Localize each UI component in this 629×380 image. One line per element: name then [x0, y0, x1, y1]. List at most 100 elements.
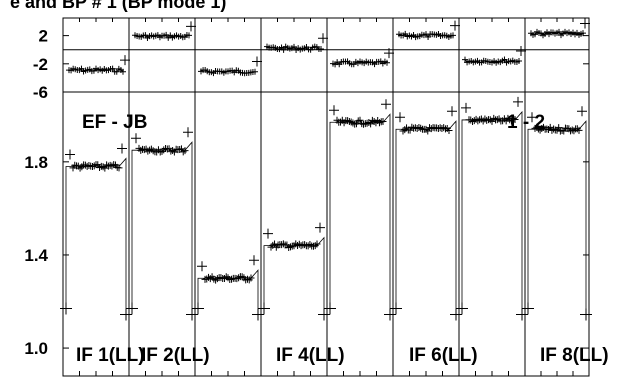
y-tick-label: 1.8: [24, 153, 48, 172]
series-line: [464, 58, 520, 64]
bottom-series-4: [258, 222, 330, 321]
data-point: [450, 20, 460, 31]
data-point: [60, 302, 72, 315]
data-point: [65, 149, 75, 160]
chart-title: e and BP # 1 (BP mode 1): [10, 0, 226, 12]
y-tick-label: 1.4: [24, 246, 48, 265]
data-point: [447, 106, 457, 117]
data-point: [131, 133, 141, 144]
series-line: [200, 69, 256, 74]
data-point: [379, 117, 387, 125]
series-line: [402, 126, 450, 132]
top-series-6: [396, 20, 460, 41]
series-line: [329, 121, 337, 309]
series-line: [72, 164, 120, 169]
bottom-series-5: [324, 99, 396, 321]
series-line: [118, 157, 127, 309]
top-series-3: [198, 56, 262, 77]
series-line: [527, 128, 535, 309]
series-line: [332, 60, 388, 65]
data-point: [390, 302, 402, 315]
annotation-1-2: 1 - 2: [507, 112, 545, 133]
data-point: [384, 48, 394, 59]
series-line: [514, 110, 523, 309]
data-point: [197, 261, 207, 272]
series-line: [131, 149, 139, 309]
annotation-ef-jb: EF - JB: [82, 112, 147, 133]
data-point: [461, 102, 471, 113]
bottom-series-8: [522, 106, 592, 321]
series-line: [530, 31, 584, 36]
data-point: [580, 308, 592, 321]
series-line: [578, 120, 587, 309]
bottom-series-3: [192, 255, 264, 321]
panel-label: IF 1(LL): [76, 345, 145, 366]
data-point: [575, 126, 583, 134]
data-point: [527, 112, 537, 123]
y-tick-label: -6: [33, 83, 48, 102]
data-point: [126, 302, 138, 315]
series-line: [266, 46, 322, 51]
bottom-series-7: [456, 96, 528, 321]
data-point: [117, 143, 127, 154]
panel-label: IF 4(LL): [276, 345, 345, 366]
series-line: [395, 128, 403, 309]
data-point: [324, 302, 336, 315]
data-point: [580, 18, 590, 29]
series-line: [336, 119, 384, 125]
series-line: [382, 113, 391, 309]
y-tick-label: -2: [33, 55, 48, 74]
data-point: [456, 302, 468, 315]
data-point: [522, 302, 534, 315]
data-point: [450, 308, 462, 321]
series-line: [461, 119, 469, 309]
series-line: [197, 277, 205, 309]
data-point: [329, 105, 339, 116]
series-line: [184, 141, 193, 309]
bottom-series-2: [126, 127, 198, 321]
top-series-4: [264, 33, 328, 54]
top-series-1: [66, 55, 130, 75]
data-point: [395, 112, 405, 123]
series-line: [250, 269, 259, 309]
top-series-2: [132, 21, 196, 42]
series-line: [448, 120, 457, 309]
data-point: [577, 106, 587, 117]
series-line: [468, 117, 516, 123]
top-series-5: [330, 48, 394, 68]
data-point: [120, 308, 132, 321]
data-point: [513, 96, 523, 107]
data-point: [186, 308, 198, 321]
panel-label: IF 8(LL): [540, 345, 609, 366]
data-point: [258, 302, 270, 315]
panel-label: IF 6(LL): [409, 345, 478, 366]
series-line: [134, 34, 190, 39]
data-point: [516, 308, 528, 321]
series-line: [263, 245, 271, 309]
top-series-7: [462, 45, 526, 66]
series-line: [316, 236, 325, 309]
y-tick-label: 2: [39, 27, 48, 46]
data-point: [249, 255, 259, 266]
data-point: [120, 55, 130, 66]
data-point: [183, 127, 193, 138]
data-point: [318, 308, 330, 321]
y-tick-label: 1.0: [24, 339, 48, 358]
panel-label: IF 2(LL): [141, 345, 210, 366]
series-line: [398, 33, 454, 38]
data-point: [445, 127, 453, 135]
series-line: [204, 276, 252, 281]
data-point: [252, 308, 264, 321]
data-point: [318, 33, 328, 44]
data-point: [252, 56, 262, 67]
data-point: [516, 45, 526, 56]
data-point: [315, 222, 325, 233]
bottom-series-6: [390, 106, 462, 321]
data-point: [263, 228, 273, 239]
bottom-panel-frame: [62, 91, 590, 377]
top-series-8: [528, 18, 590, 39]
top-panel-frame: [62, 17, 590, 93]
series-line: [138, 148, 186, 153]
series-line: [65, 166, 73, 309]
